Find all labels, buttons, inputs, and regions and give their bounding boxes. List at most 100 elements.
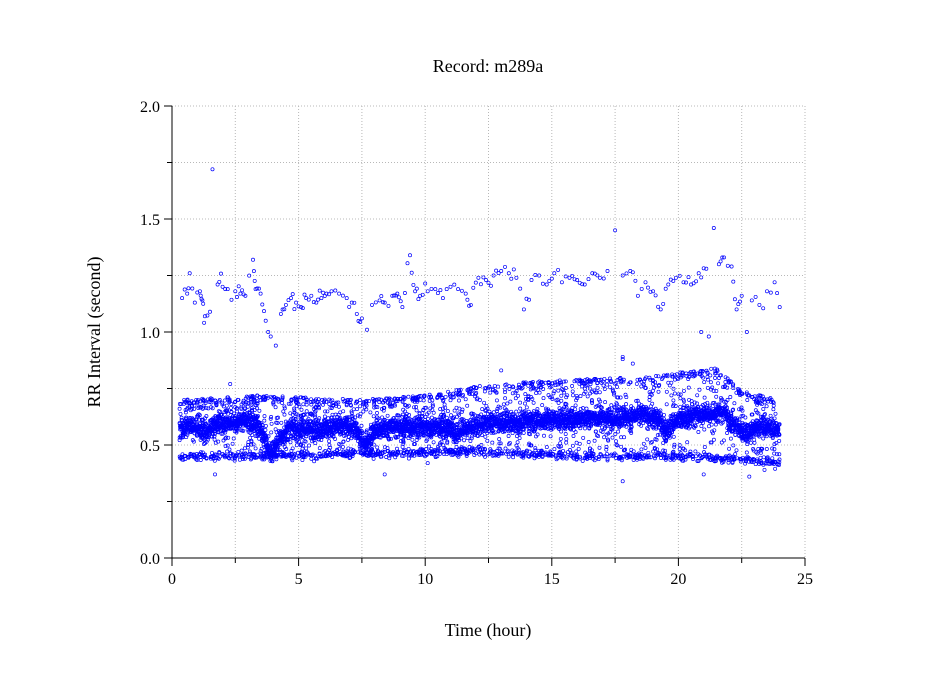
rr-point	[493, 430, 498, 435]
rr-point	[177, 406, 182, 411]
rr-point	[705, 385, 710, 390]
rr-point	[768, 413, 773, 418]
rr-point	[491, 410, 496, 415]
rr-point	[206, 406, 211, 411]
rr-point	[583, 426, 587, 431]
rr-point	[614, 439, 618, 444]
rr-point	[573, 407, 578, 412]
rr-point	[256, 414, 260, 419]
rr-point	[288, 440, 293, 445]
rr-point	[392, 415, 397, 420]
rr-point	[320, 435, 325, 440]
rr-point	[657, 432, 662, 437]
rr-point	[403, 434, 408, 439]
rr-point	[576, 446, 581, 451]
rr-point	[702, 445, 707, 450]
rr-point	[559, 429, 564, 434]
rr-point	[773, 411, 778, 416]
rr-point	[414, 408, 419, 413]
rr-point	[178, 411, 183, 416]
rr-point	[212, 437, 217, 442]
rr-point	[761, 407, 766, 411]
rr-point	[494, 398, 499, 403]
rr-point	[229, 405, 233, 410]
rr-point	[650, 388, 655, 393]
rr-point	[394, 434, 399, 439]
rr-point	[573, 430, 578, 435]
rr-point	[503, 446, 508, 451]
rr-point	[385, 413, 390, 418]
rr-point	[452, 408, 457, 413]
rr-point	[685, 440, 690, 445]
rr-point	[693, 449, 698, 454]
rr-point	[697, 387, 702, 392]
rr-point	[263, 423, 268, 428]
rr-point	[574, 393, 579, 398]
rr-point	[289, 416, 294, 421]
rr-point	[273, 427, 278, 432]
rr-point	[716, 381, 721, 386]
rr-point	[223, 444, 228, 449]
rr-point	[695, 393, 700, 398]
rr-point	[761, 436, 766, 441]
rr-point	[586, 440, 591, 444]
rr-point	[338, 416, 343, 421]
rr-point	[602, 435, 607, 440]
rr-interval-points	[177, 167, 782, 484]
rr-point	[313, 441, 318, 446]
rr-point	[540, 403, 545, 408]
rr-point	[523, 392, 528, 397]
rr-point	[662, 412, 666, 417]
rr-point	[339, 431, 344, 436]
rr-point	[327, 439, 332, 444]
rr-point	[196, 412, 201, 417]
rr-point	[559, 398, 564, 403]
rr-point	[570, 443, 575, 448]
rr-point	[253, 446, 258, 451]
rr-point	[197, 413, 202, 418]
rr-point	[262, 418, 267, 423]
rr-point	[282, 412, 287, 417]
rr-point	[198, 458, 203, 462]
rr-point	[714, 394, 719, 399]
rr-point	[354, 421, 359, 426]
rr-point	[233, 413, 238, 418]
rr-point	[497, 437, 502, 442]
rr-point	[748, 440, 753, 445]
rr-point	[194, 433, 199, 438]
rr-point	[308, 419, 313, 423]
rr-point	[369, 442, 374, 447]
rr-point	[376, 423, 380, 427]
rr-point	[250, 433, 255, 437]
rr-point	[282, 440, 287, 445]
rr-point	[361, 409, 366, 414]
rr-point	[241, 428, 246, 433]
rr-point	[279, 420, 284, 425]
rr-point	[773, 466, 778, 471]
rr-point	[534, 391, 539, 396]
rr-point	[533, 448, 538, 453]
rr-point	[462, 438, 467, 443]
rr-point	[197, 417, 202, 422]
rr-point	[257, 408, 262, 413]
rr-point	[210, 450, 214, 455]
rr-point	[185, 432, 190, 437]
rr-point	[709, 366, 714, 371]
rr-point	[306, 416, 311, 421]
rr-point	[733, 432, 738, 437]
rr-point	[503, 396, 508, 401]
rr-point	[559, 393, 564, 398]
rr-point	[708, 380, 713, 385]
rr-point	[248, 435, 253, 440]
rr-point	[678, 404, 683, 409]
rr-point	[322, 414, 327, 419]
rr-point	[232, 411, 237, 416]
rr-point	[511, 455, 516, 460]
rr-point	[728, 436, 733, 441]
rr-point	[518, 406, 523, 411]
rr-point	[544, 445, 549, 450]
rr-point	[426, 416, 430, 421]
rr-point	[463, 397, 468, 402]
rr-point	[234, 430, 239, 435]
rr-point	[506, 434, 511, 438]
